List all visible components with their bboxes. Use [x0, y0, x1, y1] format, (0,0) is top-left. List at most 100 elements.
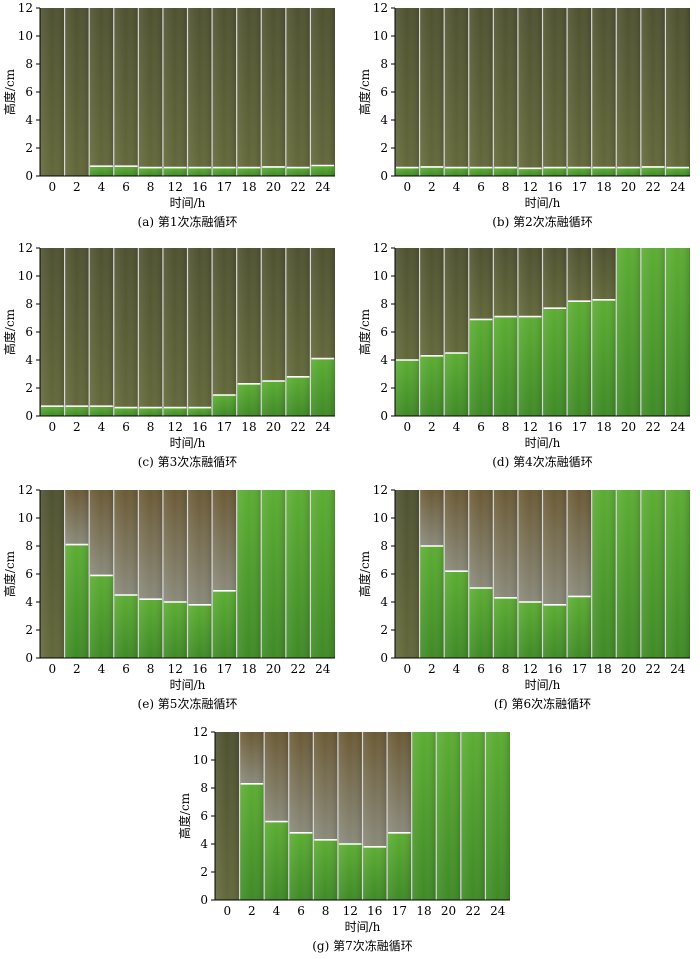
column-8 — [137, 8, 163, 176]
column-22 — [285, 8, 311, 176]
x-tick-label: 4 — [98, 662, 106, 676]
y-tick-label: 4 — [380, 595, 388, 609]
column-0 — [40, 490, 65, 658]
glass-overlay — [419, 248, 445, 416]
glass-overlay — [616, 490, 641, 658]
x-tick-label: 24 — [670, 420, 686, 434]
glass-overlay — [285, 8, 311, 176]
x-tick-label: 6 — [477, 662, 485, 676]
column-17 — [386, 732, 412, 900]
x-tick-label: 24 — [315, 662, 331, 676]
column-2 — [63, 248, 90, 416]
glass-overlay — [411, 732, 437, 900]
glass-overlay — [567, 490, 592, 658]
glass-overlay — [468, 248, 494, 416]
glass-overlay — [419, 8, 445, 176]
column-17 — [211, 8, 237, 176]
y-axis-label: 高度/cm — [357, 68, 372, 115]
glass-overlay — [212, 490, 237, 658]
panel-caption: (a) 第1次冻融循环 — [138, 214, 238, 229]
y-tick-label: 8 — [380, 57, 388, 71]
x-tick-label: 12 — [523, 180, 538, 194]
glass-overlay — [436, 732, 461, 900]
column-17 — [211, 248, 237, 416]
x-tick-label: 12 — [168, 420, 183, 434]
glass-overlay — [138, 248, 163, 416]
x-tick-label: 0 — [48, 662, 56, 676]
glass-overlay — [64, 490, 90, 658]
x-tick-label: 12 — [168, 180, 183, 194]
x-tick-label: 22 — [645, 662, 660, 676]
column-0 — [215, 732, 240, 900]
panel-5: 0 2 4 6 8 12 16 17 18 20 22 24024681012高度/cm时间/h(e)… — [2, 483, 335, 711]
x-tick-label: 6 — [122, 420, 130, 434]
y-tick-label: 10 — [193, 753, 208, 767]
glass-overlay — [616, 248, 641, 416]
x-tick-label: 2 — [73, 662, 81, 676]
glass-overlay — [313, 732, 338, 900]
x-tick-label: 8 — [147, 662, 155, 676]
column-16 — [186, 490, 213, 658]
y-tick-label: 6 — [200, 809, 208, 823]
y-tick-label: 10 — [18, 269, 33, 283]
glass-overlay — [285, 248, 311, 416]
y-tick-label: 0 — [25, 409, 33, 423]
column-24 — [664, 8, 690, 176]
column-22 — [640, 248, 666, 416]
x-tick-label: 16 — [192, 180, 207, 194]
glass-overlay — [187, 8, 213, 176]
y-tick-label: 6 — [25, 85, 33, 99]
x-tick-label: 0 — [403, 662, 411, 676]
y-tick-label: 0 — [25, 651, 33, 665]
glass-overlay — [567, 248, 592, 416]
x-tick-label: 6 — [122, 662, 130, 676]
y-tick-label: 0 — [380, 169, 388, 183]
glass-overlay — [395, 248, 420, 416]
y-tick-label: 10 — [18, 511, 33, 525]
x-tick-label: 20 — [621, 420, 636, 434]
glass-overlay — [665, 8, 690, 176]
x-tick-label: 4 — [98, 420, 106, 434]
y-tick-label: 4 — [380, 113, 388, 127]
glass-overlay — [591, 248, 617, 416]
glass-overlay — [419, 490, 445, 658]
x-tick-label: 24 — [670, 662, 686, 676]
glass-overlay — [212, 248, 237, 416]
x-tick-label: 12 — [523, 662, 538, 676]
panel-7: 0 2 4 6 8 12 16 17 18 20 22 24024681012高度/cm时间/h(g)… — [177, 725, 510, 953]
column-20 — [435, 732, 461, 900]
x-tick-label: 4 — [453, 180, 461, 194]
glass-overlay — [517, 490, 543, 658]
panel-caption: (b) 第2次冻融循环 — [492, 214, 593, 229]
glass-overlay — [444, 490, 469, 658]
glass-overlay — [640, 8, 666, 176]
glass-overlay — [89, 490, 114, 658]
x-tick-label: 18 — [596, 420, 611, 434]
glass-overlay — [591, 8, 617, 176]
panel-caption: (c) 第3次冻融循环 — [138, 454, 238, 469]
panel-2: 0 2 4 6 8 12 16 17 18 20 22 24024681012高度/cm时间/h(b)… — [357, 1, 690, 229]
panel-4: 0 2 4 6 8 12 16 17 18 20 22 24024681012高度/cm时间/h(d)… — [357, 241, 690, 469]
column-18 — [236, 248, 262, 416]
x-tick-label: 17 — [572, 662, 587, 676]
glass-overlay — [665, 248, 690, 416]
glass-overlay — [187, 248, 213, 416]
x-tick-label: 2 — [428, 180, 436, 194]
column-0 — [395, 8, 420, 176]
column-2 — [418, 490, 445, 658]
column-17 — [566, 8, 592, 176]
glass-overlay — [542, 490, 568, 658]
y-tick-label: 8 — [200, 781, 208, 795]
x-tick-label: 22 — [645, 180, 660, 194]
glass-overlay — [485, 732, 510, 900]
column-22 — [640, 8, 666, 176]
y-tick-label: 8 — [25, 539, 33, 553]
y-tick-label: 12 — [18, 483, 33, 497]
glass-overlay — [517, 248, 543, 416]
glass-overlay — [285, 490, 311, 658]
glass-overlay — [261, 248, 286, 416]
panel-6: 0 2 4 6 8 12 16 17 18 20 22 24024681012高度/cm时间/h(f)… — [357, 483, 690, 711]
column-12 — [517, 248, 543, 416]
x-tick-label: 6 — [122, 180, 130, 194]
